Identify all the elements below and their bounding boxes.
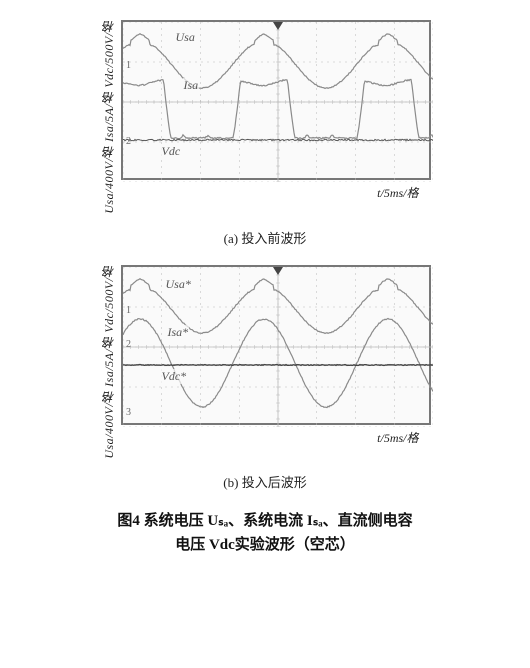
svg-text:2: 2: [126, 136, 131, 147]
trace-label-Vdc: Vdc: [161, 144, 182, 159]
caption-line-2: 电压 Vdc实验波形（空芯）: [10, 533, 520, 557]
x-axis-label-b: t/5ms/格: [377, 429, 418, 446]
sub-caption-b: (b) 投入后波形: [223, 472, 306, 491]
trace-label-Usastar: Usa*: [165, 277, 192, 292]
trace-label-Isastar: Isa*: [167, 325, 190, 340]
figure-main-caption: 图4 系统电压 Uₛₐ、系统电流 Iₛₐ、直流侧电容 电压 Vdc实验波形（空芯…: [10, 509, 520, 557]
subfigure-a: Usa/400V/格 Isa/5A/格 Vdc/500V/格 1 2 Usa Isa V…: [10, 20, 520, 247]
oscilloscope-b: 1 2 3 Usa* Isa* Vdc*: [121, 265, 431, 425]
svg-text:3: 3: [126, 407, 131, 418]
scope-and-x-a: 1 2 Usa Isa Vdc t/5ms/格: [121, 20, 431, 201]
trace-label-Isa: Isa: [183, 78, 200, 93]
y-axis-label-b: Usa/400V/格 Isa/5A/格 Vdc/500V/格: [100, 265, 117, 459]
oscilloscope-a: 1 2 Usa Isa Vdc: [121, 20, 431, 180]
y-axis-label-a: Usa/400V/格 Isa/5A/格 Vdc/500V/格: [100, 20, 117, 214]
svg-text:1: 1: [126, 60, 131, 71]
svg-text:1: 1: [126, 305, 131, 316]
x-axis-label-a: t/5ms/格: [377, 184, 418, 201]
subfigure-a-wrap: Usa/400V/格 Isa/5A/格 Vdc/500V/格 1 2 Usa Isa V…: [100, 20, 431, 214]
trace-Vdcstar: [123, 364, 433, 365]
scope-and-x-b: 1 2 3 Usa* Isa* Vdc* t/5ms/格: [121, 265, 431, 446]
svg-text:2: 2: [126, 339, 131, 350]
sub-caption-a: (a) 投入前波形: [224, 228, 307, 247]
trace-label-Usa: Usa: [175, 30, 196, 45]
subfigure-b-wrap: Usa/400V/格 Isa/5A/格 Vdc/500V/格 1 2 3 Usa* Is…: [100, 265, 431, 459]
trigger-marker-icon: [273, 22, 283, 30]
subfigure-b: Usa/400V/格 Isa/5A/格 Vdc/500V/格 1 2 3 Usa* Is…: [10, 265, 520, 492]
trace-label-Vdcstar: Vdc*: [161, 369, 188, 384]
trigger-marker-icon: [273, 267, 283, 275]
caption-line-1: 图4 系统电压 Uₛₐ、系统电流 Iₛₐ、直流侧电容: [10, 509, 520, 533]
